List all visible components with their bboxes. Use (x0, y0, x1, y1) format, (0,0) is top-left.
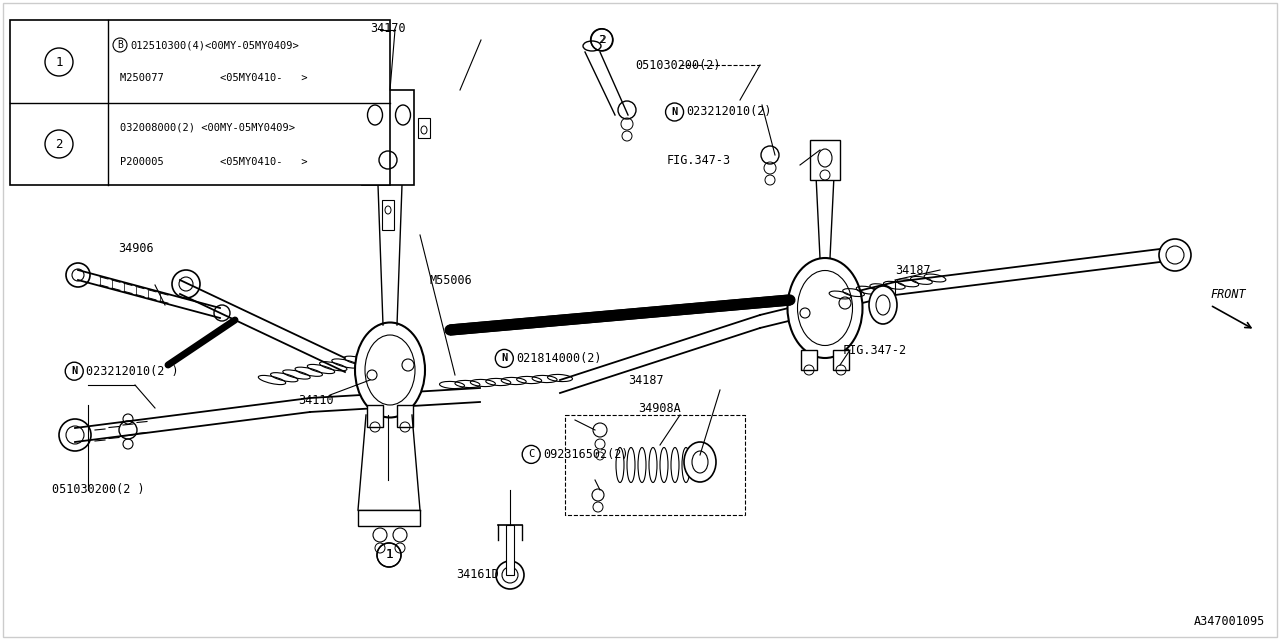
FancyBboxPatch shape (419, 118, 430, 138)
Text: M250077         <05MY0410-   >: M250077 <05MY0410- > (120, 73, 307, 83)
Text: 34906: 34906 (118, 241, 154, 255)
Text: M55006: M55006 (430, 273, 472, 287)
Text: P200005         <05MY0410-   >: P200005 <05MY0410- > (120, 157, 307, 167)
FancyBboxPatch shape (833, 350, 849, 370)
FancyBboxPatch shape (381, 200, 394, 230)
Text: 012510300(4)<00MY-05MY0409>: 012510300(4)<00MY-05MY0409> (131, 40, 298, 50)
Text: B: B (116, 40, 123, 50)
FancyBboxPatch shape (801, 350, 817, 370)
FancyBboxPatch shape (810, 140, 840, 180)
Text: 051030200(2 ): 051030200(2 ) (52, 483, 145, 497)
Text: 021814000(2): 021814000(2) (516, 352, 602, 365)
Text: FIG.347-3: FIG.347-3 (667, 154, 731, 166)
Text: 051030200(2): 051030200(2) (635, 58, 721, 72)
Text: 34161D: 34161D (456, 568, 499, 582)
Text: 1: 1 (385, 548, 393, 561)
Ellipse shape (355, 323, 425, 417)
Text: 1: 1 (385, 548, 393, 561)
Polygon shape (451, 295, 790, 335)
Ellipse shape (869, 286, 897, 324)
Text: 34187: 34187 (895, 264, 931, 276)
Text: 092316502(2): 092316502(2) (543, 448, 628, 461)
Text: 032008000(2) <00MY-05MY0409>: 032008000(2) <00MY-05MY0409> (120, 122, 294, 132)
Text: C: C (529, 449, 534, 460)
Text: A347001095: A347001095 (1194, 615, 1265, 628)
Text: 34187: 34187 (628, 374, 663, 387)
Text: 2: 2 (599, 35, 605, 45)
FancyBboxPatch shape (362, 90, 413, 185)
Ellipse shape (684, 442, 716, 482)
Text: 2: 2 (55, 138, 63, 150)
Text: N: N (672, 107, 677, 117)
FancyBboxPatch shape (367, 405, 383, 427)
Text: 023212010(2): 023212010(2) (686, 106, 772, 118)
Text: 34908A: 34908A (637, 401, 681, 415)
FancyBboxPatch shape (358, 510, 420, 526)
FancyBboxPatch shape (10, 20, 390, 185)
Text: FIG.347-2: FIG.347-2 (844, 344, 908, 356)
FancyBboxPatch shape (397, 405, 413, 427)
Text: N: N (72, 366, 77, 376)
Text: FRONT: FRONT (1210, 289, 1245, 301)
Text: 1: 1 (55, 56, 63, 68)
Ellipse shape (787, 258, 863, 358)
Text: 34170: 34170 (370, 22, 406, 35)
Text: 34110: 34110 (298, 394, 334, 406)
FancyBboxPatch shape (506, 525, 515, 575)
Text: 2: 2 (598, 35, 605, 45)
Text: 023212010(2 ): 023212010(2 ) (86, 365, 179, 378)
Text: N: N (502, 353, 507, 364)
